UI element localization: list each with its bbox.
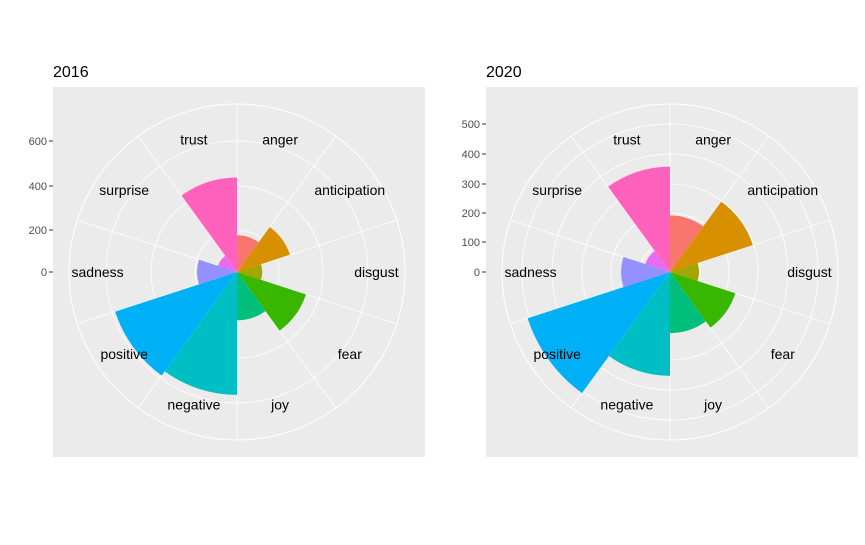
y-axis: 0 100 200 300 400 500 (462, 119, 486, 279)
bar-joy (670, 272, 706, 334)
chart-panel-2020: 2020 anger anticipation disgust fear joy negat… (462, 64, 858, 457)
grid-spoke (510, 219, 671, 273)
category-label-positive: positive (100, 346, 148, 362)
category-label-sadness: sadness (505, 264, 557, 280)
category-label-sadness: sadness (72, 264, 124, 280)
y-tick-label: 0 (41, 267, 47, 279)
category-label-negative: negative (600, 397, 653, 413)
bar-trust (608, 166, 670, 272)
category-label-disgust: disgust (354, 264, 398, 280)
bar-joy (237, 272, 266, 321)
bar-fear (670, 272, 736, 328)
y-tick-label: 500 (462, 119, 480, 131)
grid-spoke (236, 219, 397, 273)
bar-sadness (197, 259, 237, 285)
bar-anger (237, 235, 259, 272)
bar-anticipation (670, 201, 753, 272)
bar-disgust (237, 264, 263, 280)
bar-anticipation (237, 226, 290, 272)
bar-trust (181, 177, 237, 272)
bar-disgust (670, 263, 700, 281)
category-label-anticipation: anticipation (314, 182, 385, 198)
bar-positive (115, 272, 237, 376)
y-tick-label: 200 (29, 225, 47, 237)
category-label-negative: negative (167, 397, 220, 413)
grid-spoke (236, 271, 337, 409)
bar-sadness (621, 256, 670, 288)
category-label-anger: anger (695, 131, 731, 147)
bars (115, 177, 306, 395)
category-label-fear: fear (771, 346, 795, 362)
y-tick-label: 300 (462, 179, 480, 191)
category-label-joy: joy (703, 397, 722, 413)
chart-title: 2020 (486, 64, 522, 81)
y-tick-label: 400 (29, 181, 47, 193)
y-tick-label: 100 (462, 237, 480, 249)
category-labels: anger anticipation disgust fear joy negative p… (72, 131, 399, 412)
chart-panel-2016: 2016 anger anticipation disgust fear joy negat… (29, 64, 425, 457)
grid-spoke (570, 135, 671, 273)
chart-title: 2016 (53, 64, 89, 81)
category-label-fear: fear (338, 346, 362, 362)
grid-spoke (510, 271, 671, 325)
bar-fear (237, 272, 306, 331)
category-label-trust: trust (613, 131, 640, 147)
bars (527, 166, 753, 394)
bar-anger (670, 215, 704, 272)
category-label-surprise: surprise (532, 182, 582, 198)
category-label-positive: positive (533, 346, 581, 362)
bar-positive (527, 272, 670, 394)
y-axis: 0 200 400 600 (29, 136, 53, 279)
category-label-trust: trust (180, 131, 207, 147)
y-tick-label: 200 (462, 208, 480, 220)
category-label-surprise: surprise (99, 182, 149, 198)
y-tick-label: 400 (462, 149, 480, 161)
category-labels: anger anticipation disgust fear joy negative p… (505, 131, 832, 412)
bar-negative (164, 272, 237, 395)
category-label-joy: joy (270, 397, 289, 413)
bar-surprise (645, 250, 670, 272)
y-tick-label: 600 (29, 136, 47, 148)
bar-negative (608, 272, 670, 376)
category-label-anticipation: anticipation (747, 182, 818, 198)
bar-surprise (218, 255, 237, 272)
y-tick-label: 0 (474, 267, 480, 279)
category-label-disgust: disgust (787, 264, 831, 280)
category-label-anger: anger (262, 131, 298, 147)
grid-spoke (236, 271, 397, 325)
